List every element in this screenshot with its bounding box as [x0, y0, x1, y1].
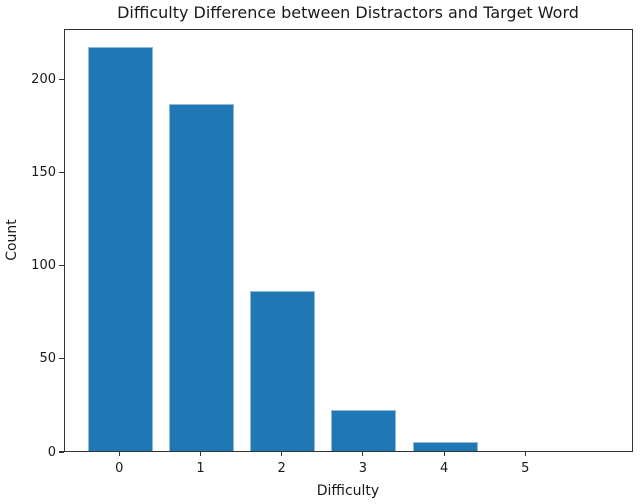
x-tick-label-2: 2	[277, 461, 286, 476]
y-tick-label-200: 200	[31, 71, 56, 87]
x-tick-label-0: 0	[115, 461, 124, 476]
chart-title: Difficulty Difference between Distractor…	[117, 3, 579, 22]
bar-3	[331, 410, 397, 451]
bar-2	[250, 290, 316, 451]
y-tick-label-150: 150	[31, 164, 56, 180]
y-tick-100	[59, 265, 64, 267]
plot-area	[63, 29, 633, 452]
bar-4	[412, 441, 478, 451]
x-tick-label-4: 4	[439, 461, 449, 476]
x-tick-1	[199, 452, 202, 456]
y-tick-200	[59, 78, 64, 80]
y-tick-150	[59, 171, 64, 174]
y-tick-label-100: 100	[31, 258, 56, 274]
y-axis-label: Count	[4, 219, 20, 261]
x-tick-0	[118, 452, 120, 456]
bar-1	[169, 104, 234, 451]
y-tick-50	[59, 358, 64, 360]
x-tick-4	[443, 452, 445, 456]
y-tick-label-50: 50	[39, 351, 56, 367]
y-tick-label-0: 0	[47, 444, 56, 460]
x-tick-label-1: 1	[196, 461, 205, 476]
x-tick-2	[281, 452, 283, 456]
y-tick-0	[59, 451, 64, 453]
x-tick-label-3: 3	[358, 461, 368, 476]
x-tick-3	[362, 452, 364, 456]
x-tick-label-5: 5	[521, 461, 530, 476]
x-axis-label: Difficulty	[316, 483, 380, 499]
x-tick-5	[524, 452, 526, 456]
bar-0	[87, 46, 153, 451]
